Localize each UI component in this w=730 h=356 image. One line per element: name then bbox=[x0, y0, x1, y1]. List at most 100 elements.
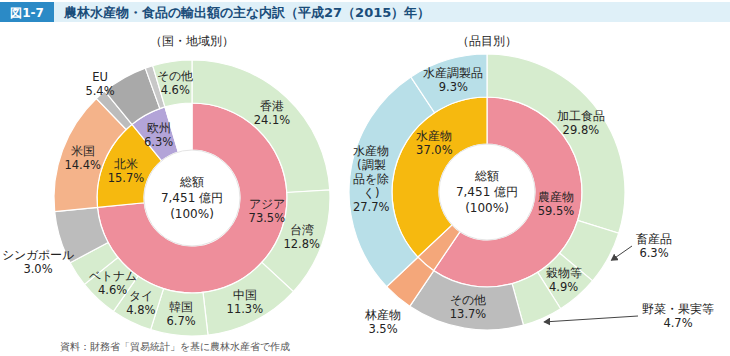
category-label-line: その他 bbox=[157, 69, 193, 83]
category-label-line: 加工食品 bbox=[557, 109, 605, 123]
value-label: 4.6% bbox=[161, 83, 190, 97]
title: 農林水産物・食品の輸出額の主な内訳（平成27（2015）年） bbox=[63, 5, 430, 20]
category-label-line: 品を除 bbox=[353, 172, 389, 186]
category-label: タイ bbox=[129, 289, 153, 303]
value-label: 4.9% bbox=[549, 280, 578, 294]
category-label: アジア bbox=[249, 197, 285, 211]
category-label-line: 米国 bbox=[71, 144, 95, 158]
value-label: 6.3% bbox=[144, 135, 173, 149]
category-label: ベトナム bbox=[89, 269, 137, 283]
slices bbox=[349, 54, 625, 330]
value-label: 4.8% bbox=[126, 303, 155, 317]
category-label-line: 水産物 bbox=[353, 144, 389, 158]
subtitle: （品目別） bbox=[457, 34, 517, 48]
category-label: 台湾 bbox=[290, 223, 314, 237]
center-label: (100%) bbox=[465, 201, 509, 215]
value-label: 5.4% bbox=[85, 84, 114, 98]
source-note: 資料：財務省「貿易統計」を基に農林水産省で作成 bbox=[60, 341, 290, 352]
center-label: 7,451 億円 bbox=[456, 185, 518, 199]
category-label-line: 水産調製品 bbox=[423, 66, 483, 80]
value-label: 14.4% bbox=[64, 158, 101, 172]
category-label-line: (調製 bbox=[357, 158, 386, 172]
category-label-line: 林産物 bbox=[364, 308, 401, 322]
leader-arrow bbox=[612, 246, 632, 260]
category-label-line: 水産物 bbox=[416, 129, 452, 143]
slice bbox=[97, 103, 287, 293]
value-label: 12.8% bbox=[283, 237, 320, 251]
center-label: (100%) bbox=[170, 207, 214, 221]
value-label: 24.1% bbox=[254, 113, 291, 127]
subtitle: （国・地域別） bbox=[150, 34, 234, 48]
category-label: 畜産品 bbox=[636, 232, 672, 246]
category-label: 穀物等 bbox=[546, 266, 582, 280]
category-label: EU bbox=[92, 70, 108, 84]
labels: 農産物59.5%水産物37.0%加工食品29.8%畜産品6.3%穀物等4.9%野… bbox=[353, 66, 714, 336]
center-label: 総額 bbox=[179, 175, 204, 189]
category-label: その他 bbox=[450, 293, 486, 307]
category-label-line: 香港 bbox=[260, 99, 284, 113]
category-label: 水産物 bbox=[416, 129, 452, 143]
value-label: 3.0% bbox=[23, 262, 52, 276]
category-label: 欧州 bbox=[147, 121, 171, 135]
value-label: 27.7% bbox=[353, 200, 390, 214]
category-label: シンガポール bbox=[2, 248, 74, 262]
category-label-line: シンガポール bbox=[2, 248, 74, 262]
value-label: 6.3% bbox=[639, 246, 668, 260]
donut-chart: 農産物59.5%水産物37.0%加工食品29.8%畜産品6.3%穀物等4.9%野… bbox=[349, 34, 714, 336]
slice bbox=[349, 77, 435, 287]
value-label: 59.5% bbox=[538, 204, 575, 218]
category-label: 中国 bbox=[233, 288, 257, 302]
slice bbox=[411, 54, 487, 113]
value-label: 9.3% bbox=[439, 80, 468, 94]
category-label-line: タイ bbox=[129, 289, 153, 303]
category-label-line: く) bbox=[363, 186, 380, 200]
category-label-line: 欧州 bbox=[147, 121, 171, 135]
value-label: 4.7% bbox=[663, 316, 692, 330]
page: {"header": {"label": "図1-7", "title": "農… bbox=[0, 0, 730, 356]
labels: アジア73.5% 北米15.7% 欧州6.3% 香港24.1% 台湾12.8% 中国11.… bbox=[2, 69, 320, 328]
leader-arrow bbox=[544, 316, 638, 322]
category-label: 水産調製品 bbox=[423, 66, 483, 80]
category-label: 米国 bbox=[71, 144, 95, 158]
category-label-line: 台湾 bbox=[290, 223, 314, 237]
category-label: 韓国 bbox=[169, 300, 193, 314]
value-label: 13.7% bbox=[450, 307, 487, 321]
category-label: 水産物(調製品を除く) bbox=[353, 144, 389, 200]
title-bar bbox=[0, 2, 730, 22]
category-label: その他 bbox=[157, 69, 193, 83]
category-label-line: 農産物 bbox=[538, 190, 574, 204]
category-label: 北米 bbox=[114, 157, 138, 171]
category-label: 加工食品 bbox=[557, 109, 605, 123]
category-label: 香港 bbox=[260, 99, 284, 113]
center-label: 総額 bbox=[474, 169, 499, 183]
value-label: 4.6% bbox=[98, 283, 127, 297]
category-label: 野菜・果実等 bbox=[642, 302, 714, 316]
category-label-line: 穀物等 bbox=[546, 266, 582, 280]
donut-chart: アジア73.5% 北米15.7% 欧州6.3% 香港24.1% 台湾12.8% 中国11.… bbox=[2, 34, 330, 336]
chart-svg: 図1-7 農林水産物・食品の輸出額の主な内訳（平成27（2015）年） 資料：財務省… bbox=[0, 0, 730, 356]
figure-label: 図1-7 bbox=[10, 6, 44, 20]
slices bbox=[54, 60, 330, 336]
category-label-line: 野菜・果実等 bbox=[642, 302, 714, 316]
slice bbox=[153, 60, 192, 107]
figure-label-box bbox=[0, 2, 54, 22]
category-label: 農産物 bbox=[538, 190, 574, 204]
value-label: 29.8% bbox=[563, 123, 600, 137]
slice bbox=[203, 262, 293, 335]
value-label: 3.5% bbox=[368, 322, 397, 336]
category-label-line: 韓国 bbox=[169, 300, 193, 314]
value-label: 11.3% bbox=[227, 302, 264, 316]
center-hole bbox=[439, 144, 535, 240]
category-label-line: ベトナム bbox=[89, 269, 137, 283]
category-label-line: EU bbox=[92, 70, 108, 84]
category-label-line: その他 bbox=[450, 293, 486, 307]
category-label: 林産物 bbox=[364, 308, 401, 322]
category-label-line: アジア bbox=[249, 197, 285, 211]
center-hole bbox=[144, 150, 240, 246]
value-label: 37.0% bbox=[416, 143, 453, 157]
category-label-line: 中国 bbox=[233, 288, 257, 302]
value-label: 15.7% bbox=[108, 171, 145, 185]
value-label: 73.5% bbox=[249, 211, 286, 225]
center-label: 7,451 億円 bbox=[161, 191, 223, 205]
value-label: 6.7% bbox=[166, 314, 195, 328]
